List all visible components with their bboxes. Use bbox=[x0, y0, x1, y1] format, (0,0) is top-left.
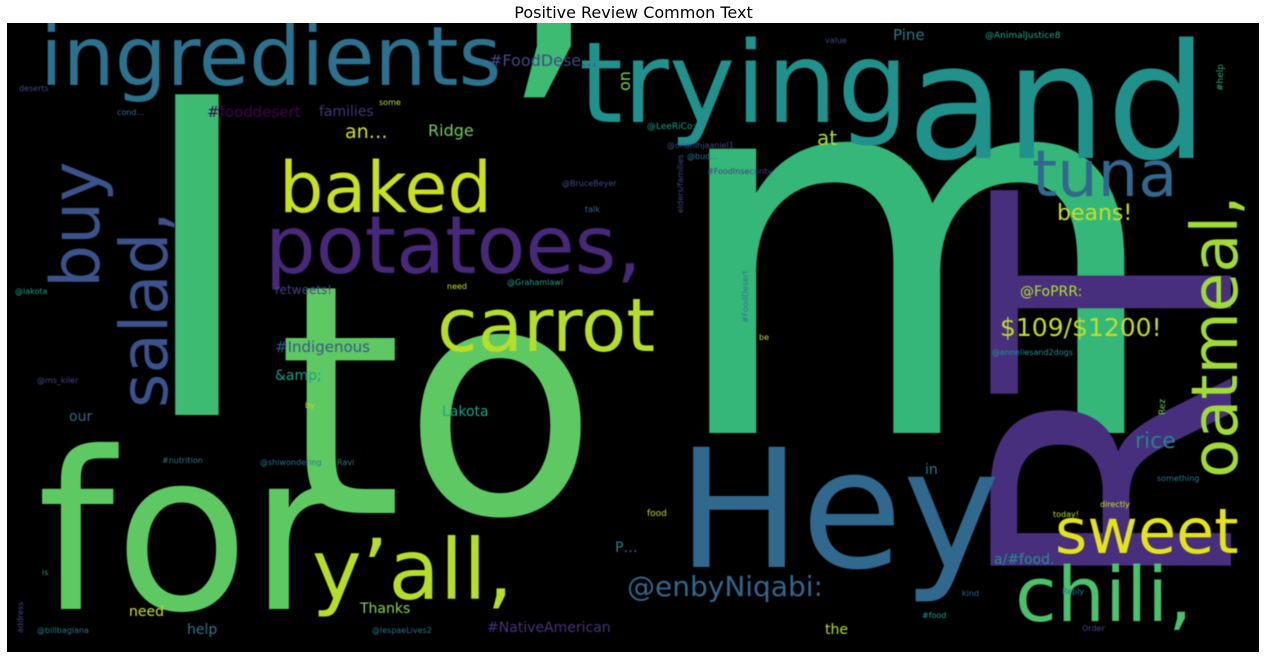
word-cloud-word: to bbox=[277, 217, 599, 589]
word-cloud-word: #FoodDese… bbox=[489, 51, 598, 70]
word-cloud: I ’ m to for and RT Hey trying ingredien… bbox=[7, 23, 1259, 652]
word-cloud-word: value bbox=[825, 36, 847, 45]
word-cloud-word: something bbox=[1157, 474, 1200, 483]
word-cloud-word: @FoPRR: bbox=[1020, 284, 1083, 300]
word-cloud-word: need bbox=[447, 282, 467, 291]
word-cloud-word: is bbox=[42, 568, 49, 577]
word-cloud-word: #FoodDesert bbox=[741, 270, 750, 323]
word-cloud-word: @lakota bbox=[15, 287, 48, 296]
word-cloud-word: oatmeal, bbox=[1179, 195, 1253, 478]
word-cloud-word: #NativeAmerican bbox=[487, 620, 611, 636]
word-cloud-word: ingredients bbox=[40, 23, 502, 105]
word-cloud-word: families bbox=[319, 104, 374, 120]
word-cloud-word: trying bbox=[579, 23, 909, 149]
word-cloud-word: Order bbox=[1082, 624, 1105, 633]
word-cloud-word: shipped bbox=[880, 164, 912, 173]
word-cloud-word: ’ bbox=[495, 23, 600, 340]
word-cloud-word: @lespaeLives2 bbox=[372, 626, 432, 635]
word-cloud-word: Thanks bbox=[360, 601, 411, 617]
word-cloud-word: @anneliesand2dogs bbox=[992, 348, 1073, 357]
word-cloud-word: the bbox=[825, 622, 848, 638]
word-cloud-word: food bbox=[647, 509, 667, 519]
word-cloud-word: Ravi bbox=[337, 458, 355, 467]
word-cloud-word: #FoodInsecurity bbox=[707, 167, 773, 176]
word-cloud-word: Rez bbox=[1158, 398, 1168, 415]
word-cloud-word: buy bbox=[37, 161, 116, 288]
word-cloud-word: our bbox=[69, 409, 93, 425]
word-cloud-word: @BruceBeyer bbox=[562, 179, 617, 188]
word-cloud-word: cond… bbox=[117, 108, 145, 117]
word-cloud-word: @Grahamlawl bbox=[507, 278, 564, 287]
word-cloud-word: #Indigenous bbox=[275, 338, 370, 356]
word-cloud-word: talk bbox=[585, 205, 600, 214]
word-cloud-word: tuna bbox=[1032, 138, 1178, 212]
word-cloud-word: and bbox=[907, 23, 1209, 196]
word-cloud-word: @AnimalJustice8 bbox=[985, 31, 1061, 41]
word-cloud-word: salad, bbox=[106, 211, 183, 409]
word-cloud-word: for bbox=[37, 405, 340, 652]
word-cloud-word: #help bbox=[1216, 64, 1226, 91]
word-cloud-word: retweets! bbox=[275, 283, 333, 297]
word-cloud-word: Pine bbox=[893, 26, 925, 44]
word-cloud-word: beans! bbox=[1057, 201, 1133, 226]
word-cloud-word: $109/$1200! bbox=[1000, 313, 1162, 342]
word-cloud-word: a/#food. bbox=[994, 552, 1055, 568]
word-cloud-word: @bud… bbox=[687, 152, 719, 161]
word-cloud-word: P… bbox=[615, 540, 638, 556]
word-cloud-word: #food bbox=[922, 611, 947, 620]
word-cloud-word: baked bbox=[279, 147, 492, 229]
word-cloud-word: Hey bbox=[677, 414, 1001, 606]
word-cloud-word: directly bbox=[1100, 500, 1130, 509]
word-cloud-word: carrot bbox=[437, 283, 656, 369]
word-cloud-word: be bbox=[759, 333, 769, 342]
word-cloud-word: #fooddesert bbox=[207, 103, 301, 121]
word-cloud-word: &amp; bbox=[275, 368, 322, 384]
word-cloud-word: address bbox=[16, 601, 25, 633]
word-cloud-word: @shiwondering bbox=[260, 458, 322, 467]
word-cloud-word: @LeeRiCo: bbox=[647, 122, 696, 132]
word-cloud-word: sweet bbox=[1055, 495, 1239, 568]
word-cloud-word: some bbox=[379, 98, 401, 107]
word-cloud-word: help bbox=[187, 622, 218, 638]
word-cloud-word: today! bbox=[1053, 510, 1079, 519]
word-cloud-word: an… bbox=[345, 121, 388, 143]
word-cloud-word: potatoes, bbox=[265, 199, 642, 292]
word-cloud-word: @onaninjaaniel1 bbox=[667, 141, 734, 150]
word-cloud-word: in bbox=[925, 462, 938, 478]
word-cloud-word: Reply bbox=[1062, 587, 1085, 596]
word-cloud-word: deserts bbox=[19, 84, 49, 93]
word-cloud-word: on bbox=[615, 71, 634, 91]
word-cloud-word: #nutrition bbox=[162, 456, 203, 465]
word-cloud-word: need bbox=[129, 604, 164, 620]
word-cloud-word: by bbox=[305, 401, 315, 410]
word-cloud-word: elders/families bbox=[676, 154, 685, 213]
word-cloud-word: y’all, bbox=[312, 521, 514, 619]
word-cloud-word: kind bbox=[962, 589, 980, 598]
word-cloud-word: chili, bbox=[1015, 550, 1193, 639]
word-cloud-word: @ms_kiler bbox=[37, 376, 79, 385]
word-cloud-word: I bbox=[132, 23, 262, 519]
word-cloud-word: at bbox=[817, 126, 838, 150]
word-cloud-word: m bbox=[662, 23, 1169, 556]
word-cloud-word: rice bbox=[1135, 429, 1176, 454]
figure-title: Positive Review Common Text bbox=[514, 3, 753, 22]
word-cloud-word: Ridge bbox=[428, 121, 474, 140]
word-cloud-word: @billbagiana bbox=[37, 626, 89, 635]
word-cloud-word: @enbyNiqabi: bbox=[627, 570, 823, 603]
word-cloud-word: Lakota bbox=[442, 404, 489, 420]
